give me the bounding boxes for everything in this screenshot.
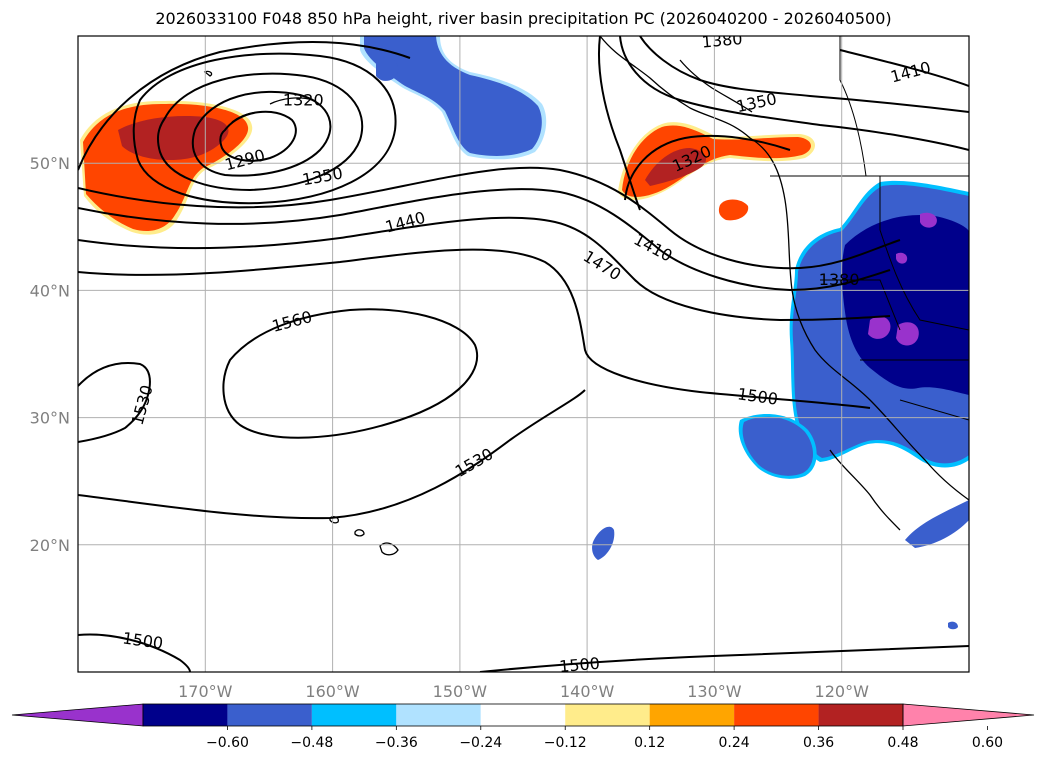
colorbar-tick-label: 0.12 (634, 735, 665, 751)
colorbar-tick-label: 0.36 (803, 735, 834, 751)
lat-tick-label: 20°N (30, 536, 70, 555)
colorbar-extend-low (11, 703, 144, 727)
lon-tick-label: 140°W (560, 682, 615, 701)
lat-tick-label: 30°N (30, 409, 70, 428)
negative-anomaly-purple-3 (920, 212, 937, 228)
contour-label: 1380 (701, 29, 743, 52)
colorbar-segment (565, 704, 650, 726)
lat-tick-label: 50°N (30, 154, 70, 173)
colorbar: −0.60 −0.48 −0.36 −0.24 −0.12 0.12 0.24 0.36 0.4… (11, 703, 1035, 751)
lon-tick-label: 170°W (178, 682, 233, 701)
negative-anomaly-mexico (905, 500, 969, 548)
positive-anomaly-coast-islet (718, 199, 749, 221)
lon-tick-label: 160°W (305, 682, 360, 701)
contour-label-text: 1500 (558, 654, 600, 676)
colorbar-segment (734, 704, 819, 726)
contour-1380-east (639, 36, 969, 113)
contour-1410b (78, 166, 901, 270)
negative-anomaly-hawaii-east (592, 526, 615, 560)
colorbar-segment (227, 704, 312, 726)
contour-1410 (78, 40, 411, 171)
colorbar-segment (396, 704, 481, 726)
contour-label: 1500 (558, 654, 600, 676)
gridlines (78, 36, 969, 672)
negative-anomaly-baja-core (742, 416, 814, 476)
positive-anomaly-coast-max (645, 148, 707, 186)
contour-label-text: 1380 (819, 270, 860, 289)
contour-1320-east (624, 134, 791, 201)
contour-1380 (132, 52, 397, 205)
colorbar-outline (142, 703, 904, 727)
lon-tick-label: 120°W (815, 682, 870, 701)
colorbar-extend-high (902, 703, 1035, 727)
colorbar-segment (311, 704, 397, 726)
contour-label: 1320 (283, 91, 324, 110)
colorbar-tick-label: −0.60 (206, 735, 249, 751)
contour-1530a (78, 362, 151, 443)
colorbar-tick-label: −0.24 (459, 735, 502, 751)
contour-1350-east (619, 36, 969, 151)
colorbar-segment (143, 704, 228, 726)
negative-anomaly-purple-4 (896, 252, 908, 264)
map-frame (77, 35, 970, 673)
lat-tick-label: 40°N (30, 281, 70, 300)
lon-tick-label: 130°W (687, 682, 742, 701)
colorbar-tick-label: −0.36 (375, 735, 418, 751)
negative-anomaly-small-islet (948, 621, 958, 630)
lon-tick-label: 150°W (433, 682, 488, 701)
contour-1350-east-b (597, 36, 641, 211)
height-contours (78, 36, 969, 672)
contour-1410-east (839, 49, 969, 87)
contour-1530b (78, 389, 586, 520)
negative-anomaly-gulf-core (364, 36, 542, 156)
figure-title: 2026033100 F048 850 hPa height, river ba… (155, 9, 892, 28)
colorbar-tick-label: 0.48 (887, 735, 918, 751)
political-borders (770, 36, 969, 421)
contour-1500b (78, 633, 191, 672)
contour-1560 (222, 308, 479, 439)
colorbar-segment (480, 704, 566, 726)
colorbar-segment (649, 704, 735, 726)
contour-1320 (191, 90, 332, 177)
colorbar-tick-label: 0.60 (972, 735, 1003, 751)
colorbar-segment (818, 704, 903, 726)
negative-anomaly-western-us-dark (841, 215, 969, 395)
contour-label-text: 1320 (283, 91, 324, 110)
contour-1500a (78, 248, 871, 409)
contour-label-text: 1380 (701, 29, 743, 51)
longitude-tick-labels: 170°W 160°W 150°W 140°W 130°W 120°W (178, 682, 869, 701)
colorbar-tick-label: 0.24 (719, 735, 750, 751)
latitude-tick-labels: 20°N 30°N 40°N 50°N (30, 154, 70, 555)
positive-anomaly-west-max (118, 116, 229, 160)
colorbar-tick-label: −0.12 (544, 735, 587, 751)
contour-1470 (78, 216, 891, 322)
negative-anomaly-purple-2 (896, 322, 919, 346)
contour-label: 1380 (819, 270, 860, 289)
contour-1350 (156, 72, 364, 192)
negative-anomaly-gulf-small (376, 57, 399, 81)
contour-1290 (219, 110, 297, 162)
negative-anomaly-purple-1 (868, 316, 891, 339)
colorbar-tick-label: −0.48 (290, 735, 333, 751)
contour-1500c (479, 645, 969, 672)
contour-1440 (78, 188, 891, 292)
